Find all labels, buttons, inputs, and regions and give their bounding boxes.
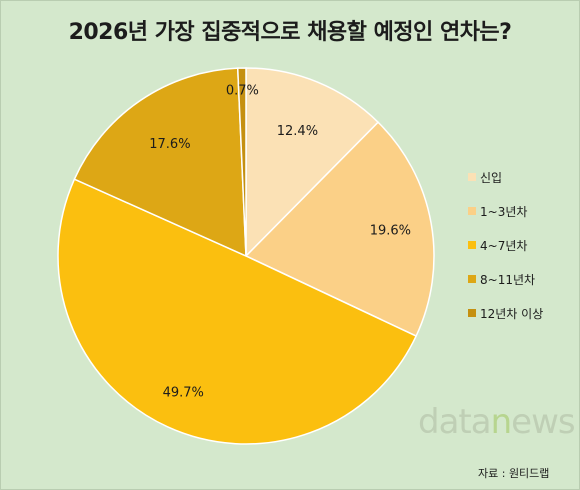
legend-label-8-11yr: 8~11년차 [480, 273, 535, 287]
legend-swatch-new-grad [468, 173, 476, 181]
legend-swatch-12yr-plus [468, 309, 476, 317]
slice-label-12yr-plus: 0.7% [226, 84, 259, 99]
pie-slice-12yr-plus [236, 67, 247, 257]
legend-label-new-grad: 신입 [480, 171, 502, 185]
slice-label-1-3yr: 19.6% [370, 223, 411, 238]
pie-slice-1-3yr [244, 121, 435, 338]
legend-swatch-1-3yr [468, 207, 476, 215]
slice-label-4-7yr: 49.7% [163, 386, 204, 401]
pie-slice-8-11yr [73, 67, 247, 258]
legend-label-4-7yr: 4~7년차 [480, 239, 527, 253]
legend-label-1-3yr: 1~3년차 [480, 205, 527, 219]
legend-swatch-4-7yr [468, 241, 476, 249]
slice-label-8-11yr: 17.6% [149, 137, 190, 152]
legend-swatch-8-11yr [468, 275, 476, 283]
source-note: 자료 : 원티드랩 [478, 467, 550, 480]
chart-title: 2026년 가장 집중적으로 채용할 예정인 연차는? [68, 20, 512, 45]
legend: 신입 1~3년차 4~7년차 8~11년차 12년차 이상 [468, 171, 543, 321]
pie-slice-new-grad [245, 67, 380, 258]
datanews-watermark: datanews [418, 402, 576, 442]
pie-slices [57, 67, 435, 445]
legend-label-12yr-plus: 12년차 이상 [480, 307, 543, 321]
pie-slice-4-7yr [57, 178, 418, 445]
slice-labels: 12.4% 19.6% 49.7% 17.6% 0.7% [149, 84, 411, 401]
slice-label-new-grad: 12.4% [277, 124, 318, 139]
